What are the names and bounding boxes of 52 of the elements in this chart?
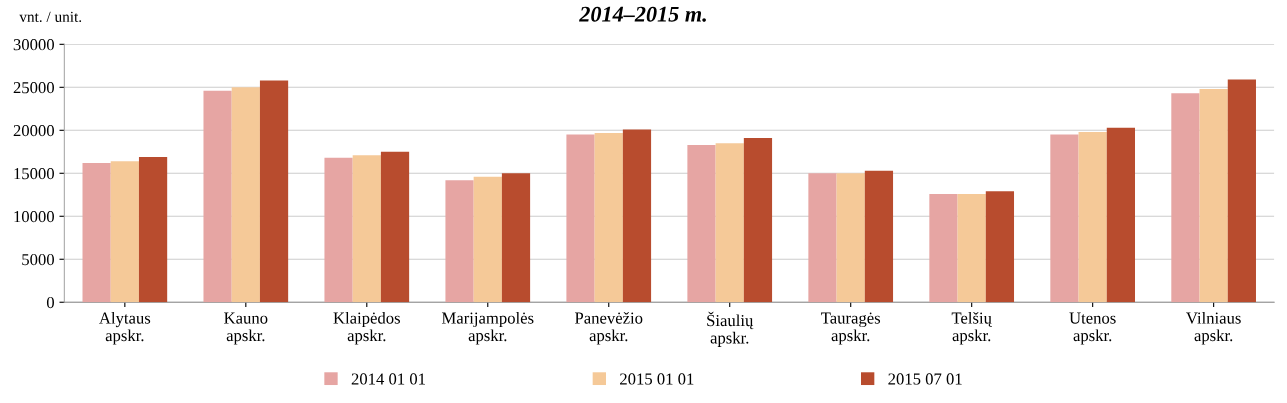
- bar: [985, 191, 1015, 303]
- x-tick-label: Alytaus apskr.: [99, 311, 151, 345]
- x-tick-label: Vilniaus apskr.: [1186, 311, 1241, 345]
- bar: [473, 176, 502, 303]
- bar: [445, 180, 474, 303]
- bar: [380, 151, 410, 303]
- bar: [594, 132, 623, 303]
- bar: [203, 90, 232, 303]
- bar: [82, 162, 111, 303]
- bar: [352, 155, 381, 303]
- y-axis-title: vnt. / unit.: [19, 11, 82, 23]
- y-tick-label: 0: [46, 296, 54, 309]
- bar: [1227, 79, 1256, 303]
- bar: [231, 87, 260, 303]
- x-tick-label: Marijampolės apskr.: [441, 311, 534, 345]
- bar: [864, 170, 894, 303]
- y-tick-label: 30000: [13, 39, 54, 51]
- bar: [1050, 134, 1079, 303]
- bar: [110, 161, 139, 303]
- y-tick-label: 20000: [13, 125, 54, 137]
- bar: [1199, 89, 1228, 303]
- x-tick-label: Tauragės apskr.: [821, 312, 881, 345]
- bar: [622, 129, 652, 303]
- bar: [808, 173, 837, 303]
- bar: [715, 143, 744, 303]
- x-tick-label: Šiaulių apskr.: [707, 311, 754, 347]
- bar: [501, 173, 531, 303]
- bar: [1171, 93, 1200, 303]
- x-tick-label: Klaipėdos apskr.: [333, 311, 400, 345]
- bar: [138, 156, 168, 303]
- y-tick-label: 10000: [14, 210, 54, 223]
- x-tick-label: Telšių apskr.: [951, 311, 992, 345]
- bar: [1078, 132, 1107, 303]
- bar: [957, 193, 986, 303]
- bar: [929, 193, 958, 303]
- legend-label: 2014 01 01: [351, 373, 425, 385]
- bar: [687, 144, 716, 303]
- bar: [324, 157, 353, 303]
- y-tick-label: 25000: [13, 82, 54, 94]
- bar: [566, 134, 595, 303]
- y-tick-label: 5000: [22, 253, 54, 266]
- chart-title: 2014–2015 m.: [579, 6, 706, 22]
- legend-label: 2015 01 01: [620, 373, 694, 385]
- y-tick-label: 15000: [14, 167, 54, 180]
- bar: [743, 138, 773, 303]
- x-tick-label: Utenos apskr.: [1069, 312, 1116, 345]
- bar: [836, 173, 865, 303]
- bar: [1106, 127, 1136, 303]
- x-tick-label: Kauno apskr.: [224, 312, 268, 345]
- legend-label: 2015 07 01: [888, 373, 962, 385]
- x-tick-label: Panevėžio apskr.: [574, 311, 643, 345]
- bar: [259, 80, 289, 303]
